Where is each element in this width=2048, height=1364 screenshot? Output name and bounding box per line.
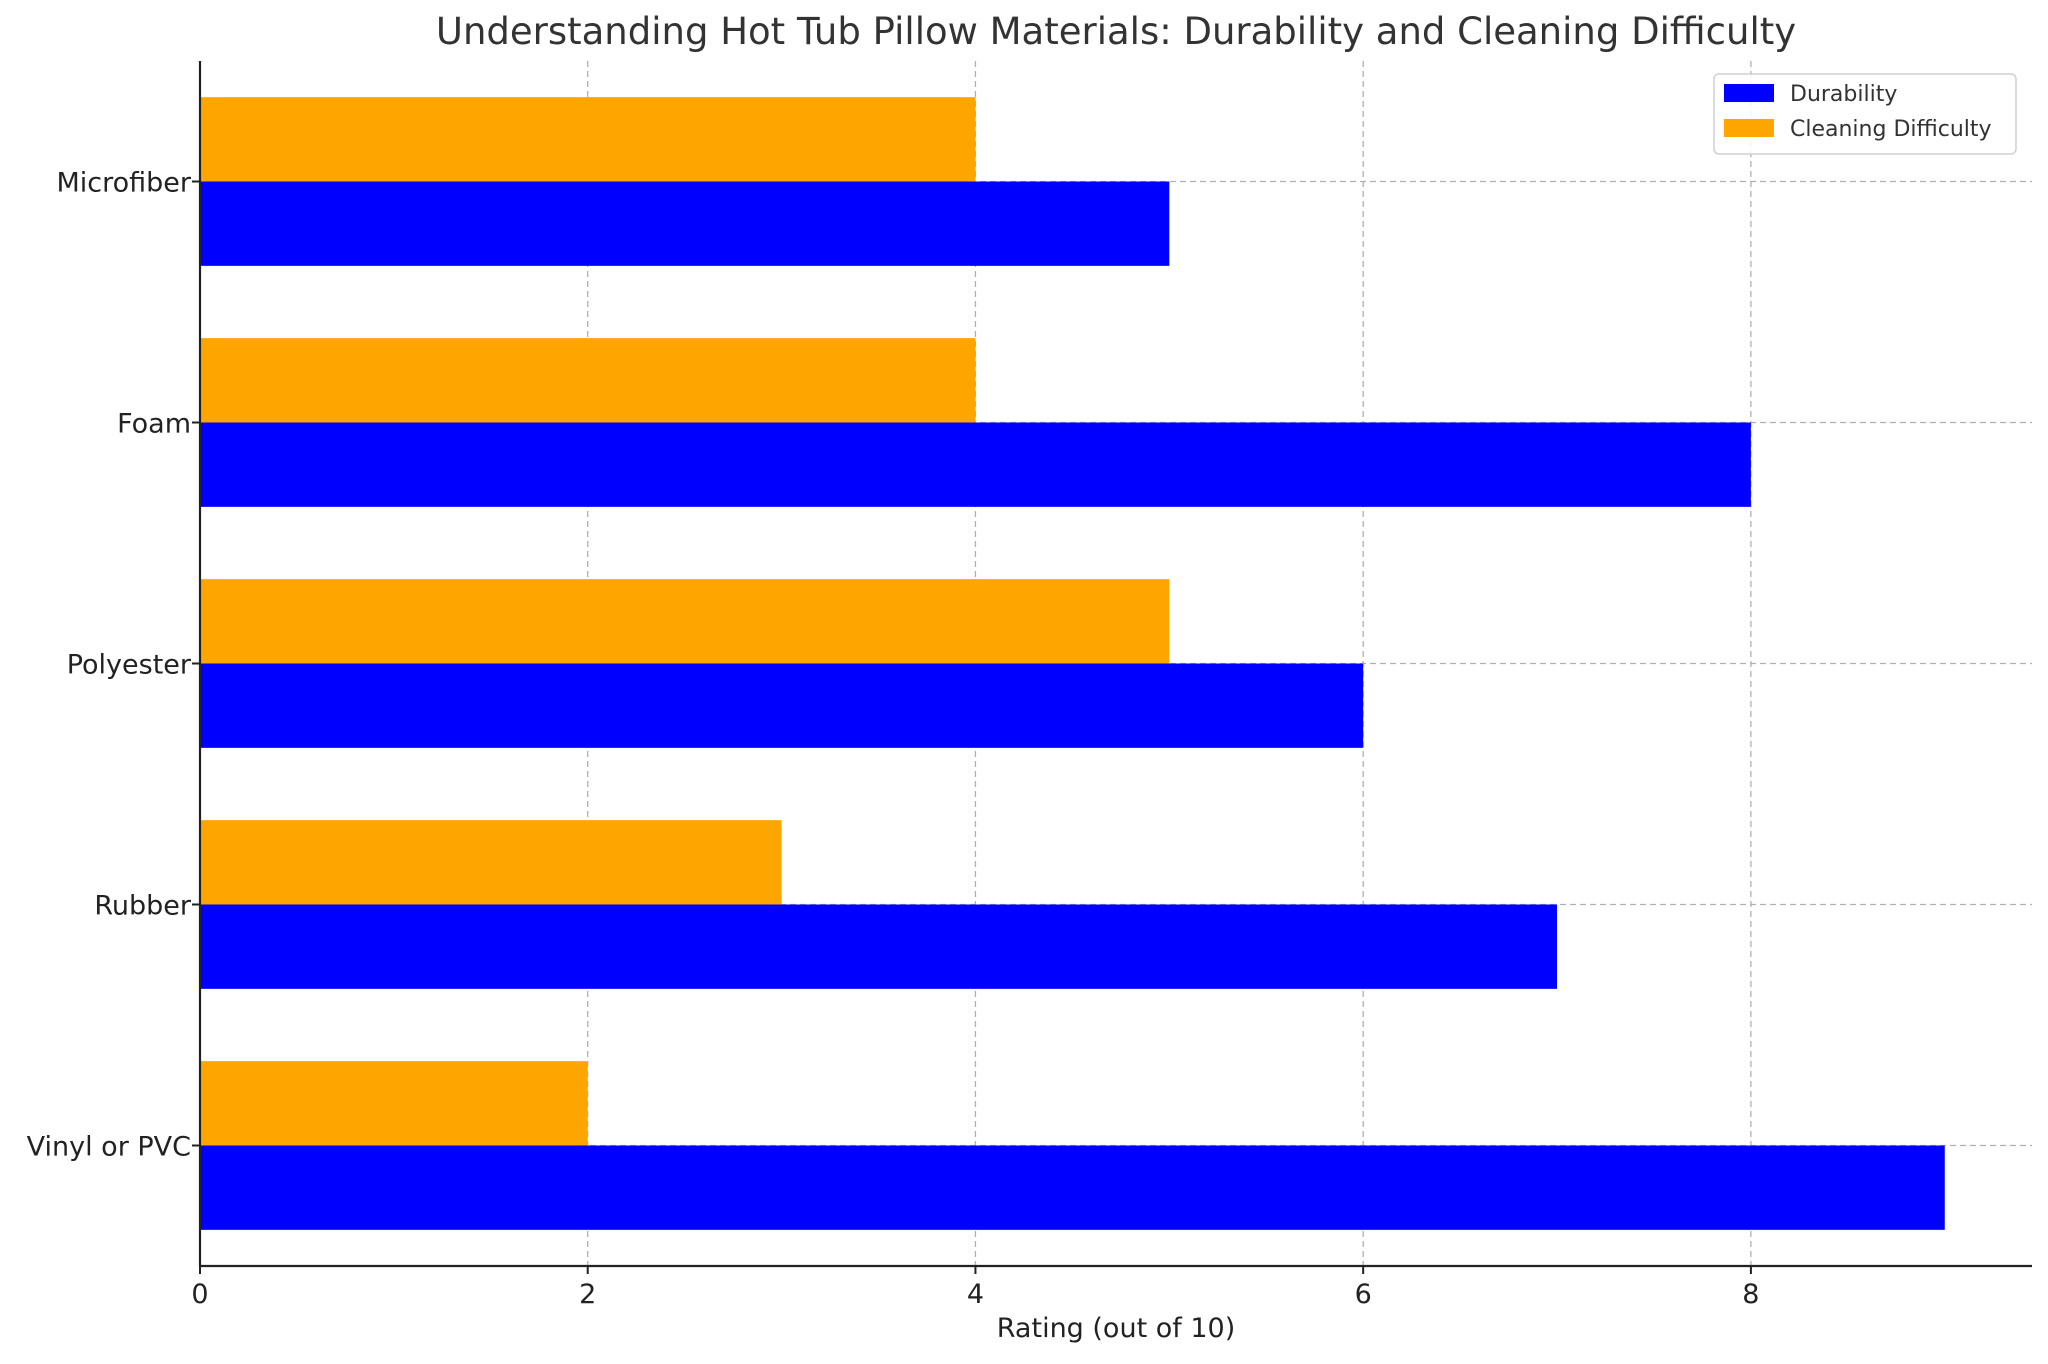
legend-label: Durability [1790, 82, 1897, 107]
bar-cleaning-difficulty-polyester [200, 579, 1170, 664]
chart-title: Understanding Hot Tub Pillow Materials: … [436, 10, 1796, 53]
legend-label: Cleaning Difficulty [1790, 117, 1992, 142]
bar-cleaning-difficulty-vinyl-or-pvc [200, 1061, 588, 1146]
x-tick-label: 4 [967, 1279, 984, 1310]
y-tick-label: Vinyl or PVC [27, 1132, 191, 1163]
legend: Durability Cleaning Difficulty [1713, 73, 2017, 155]
x-tick-label: 8 [1742, 1279, 1759, 1310]
bar-cleaning-difficulty-foam [200, 338, 976, 423]
bar-durability-vinyl-or-pvc [200, 1145, 1945, 1230]
legend-box [1713, 73, 2017, 155]
y-tick-label: Foam [117, 409, 191, 440]
y-tick-label: Microfiber [56, 168, 191, 199]
legend-swatch [1724, 84, 1774, 102]
bar-durability-microfiber [200, 181, 1170, 266]
x-axis-label: Rating (out of 10) [997, 1313, 1235, 1344]
x-tick-label: 6 [1355, 1279, 1372, 1310]
bar-durability-rubber [200, 904, 1558, 989]
axes-layer: 0 2 4 6 8 Vinyl or PVC Rubber Polyester Foam Micr… [27, 61, 2032, 1310]
bars-layer [200, 97, 1945, 1230]
y-tick-label: Rubber [94, 891, 192, 922]
bar-cleaning-difficulty-microfiber [200, 97, 976, 182]
x-tick-label: 2 [579, 1279, 596, 1310]
bar-durability-polyester [200, 663, 1364, 748]
legend-swatch [1724, 119, 1774, 137]
x-tick-label: 0 [191, 1279, 208, 1310]
bar-cleaning-difficulty-rubber [200, 820, 782, 905]
y-tick-label: Polyester [67, 650, 192, 681]
bar-durability-foam [200, 422, 1751, 507]
